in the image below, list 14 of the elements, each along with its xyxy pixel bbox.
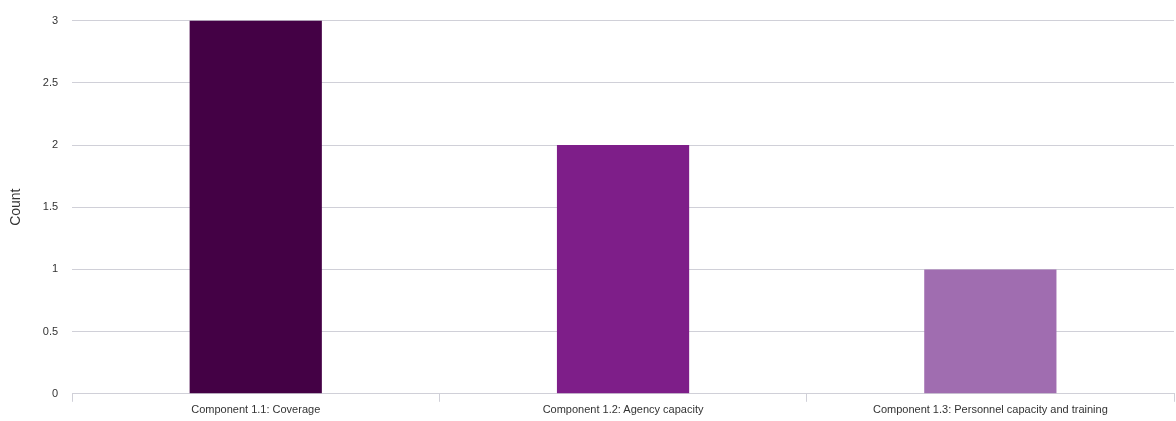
x-tick-label: Component 1.2: Agency capacity [542,403,704,416]
y-tick-label: 0 [51,386,59,399]
bar [556,145,690,394]
y-tick-label: 1 [51,262,59,275]
y-tick-label: 1.5 [42,200,59,213]
x-tick-label: Component 1.3: Personnel capacity and training [872,403,1108,416]
y-tick-label: 2.5 [42,75,59,88]
y-tick-label: 3 [51,13,59,26]
y-tick-label: 2 [51,138,59,151]
bar [924,269,1057,394]
bar [189,20,322,394]
y-axis-title: Count [7,188,24,226]
y-tick-label: 0.5 [42,324,59,337]
x-tick-label: Component 1.1: Coverage [191,403,321,416]
